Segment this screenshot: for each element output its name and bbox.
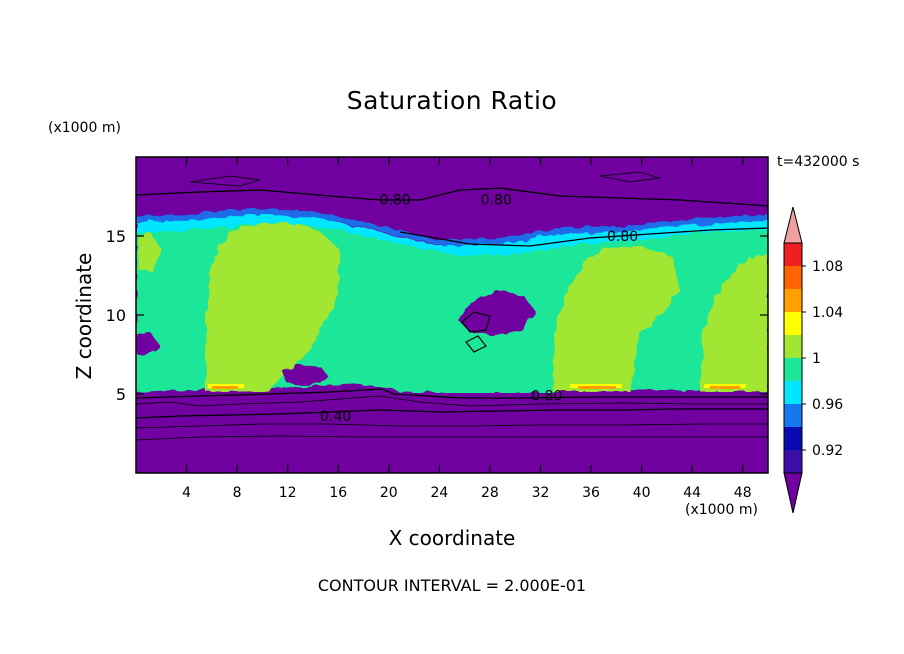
chart-title: Saturation Ratio (346, 86, 558, 115)
contour-labels: 0.80 0.80 0.80 0.80 0.40 (320, 193, 638, 425)
colorbar-label: 1.04 (812, 305, 843, 321)
field-saturated-column-3 (700, 254, 768, 392)
field-lower-dry (136, 387, 768, 473)
contour-upper-thin (189, 171, 661, 187)
x-tick-label: 12 (279, 485, 297, 501)
contour-interval-note: CONTOUR INTERVAL = 2.000E-01 (317, 576, 587, 595)
contour-label-2: 0.80 (607, 229, 638, 245)
x-tick-label: 36 (582, 485, 600, 501)
contour-lower-040 (136, 408, 768, 419)
colorbar: 0.92 0.96 1 1.04 1.08 (783, 206, 843, 514)
field-dry-intrusion-small (282, 364, 330, 386)
field-dry-intrusion-left (136, 332, 160, 356)
y-axis-unit: (x1000 m) (48, 120, 121, 136)
contour-upper-080 (136, 187, 768, 207)
colorbar-band-9 (784, 243, 802, 266)
colorbar-band-7 (784, 289, 802, 312)
time-label: t=432000 s (777, 154, 860, 170)
contour-lower-thin-1 (136, 395, 768, 407)
colorbar-band-1 (784, 427, 802, 450)
colorbar-band-6 (784, 312, 802, 335)
field-dry-intrusion (458, 290, 536, 336)
contour-lines (136, 171, 768, 441)
field-supersaturated-3b (710, 386, 740, 389)
y-tick-label: 15 (106, 227, 126, 246)
contour-cloud-base-080 (136, 388, 768, 399)
field-saturated-patch (138, 232, 162, 272)
field-saturated-column-1 (205, 222, 340, 392)
x-tick-label: 4 (182, 485, 191, 501)
x-tick-label: 44 (683, 485, 701, 501)
field-supersaturated-1b (212, 386, 238, 389)
colorbar-label: 1.08 (812, 259, 843, 275)
field-supersaturated-2b (578, 386, 616, 389)
colorbar-band-2 (784, 404, 802, 427)
x-tick-label: 32 (532, 485, 550, 501)
x-tick-label: 28 (481, 485, 499, 501)
x-axis-unit: (x1000 m) (685, 502, 758, 518)
colorbar-band-5 (784, 335, 802, 358)
contour-lower-thin-3 (136, 435, 768, 441)
contour-label-0: 0.80 (380, 193, 411, 209)
x-tick-label: 40 (633, 485, 651, 501)
x-tick-label: 8 (233, 485, 242, 501)
x-tick-label: 48 (734, 485, 752, 501)
x-tick-label: 24 (430, 485, 448, 501)
field-cloud-top-edge (136, 208, 768, 250)
y-tick-label: 5 (116, 385, 126, 404)
contour-label-1: 0.80 (481, 193, 512, 209)
colorbar-band-8 (784, 266, 802, 289)
x-tick-label: 16 (329, 485, 347, 501)
x-tick-label: 20 (380, 485, 398, 501)
colorbar-label: 0.96 (812, 397, 843, 413)
contour-label-4: 0.40 (320, 409, 351, 425)
colorbar-label: 1 (812, 351, 821, 367)
colorbar-band-0 (784, 450, 802, 473)
colorbar-over-triangle (783, 206, 803, 244)
contour-lower-thin-2 (136, 423, 768, 429)
colorbar-under-triangle (783, 472, 803, 514)
y-tick-label: 10 (106, 306, 126, 325)
colorbar-label: 0.92 (812, 443, 843, 459)
colorbar-band-3 (784, 381, 802, 404)
field-saturated-column-2 (552, 246, 680, 392)
contour-upper-080-b (399, 227, 768, 247)
contour-label-3: 0.80 (531, 389, 562, 405)
field-layer: 0.80 0.80 0.80 0.80 0.40 (136, 157, 768, 473)
x-axis-label: X coordinate (388, 526, 516, 550)
contour-dry-intrusion (461, 311, 491, 353)
colorbar-band-4 (784, 358, 802, 381)
